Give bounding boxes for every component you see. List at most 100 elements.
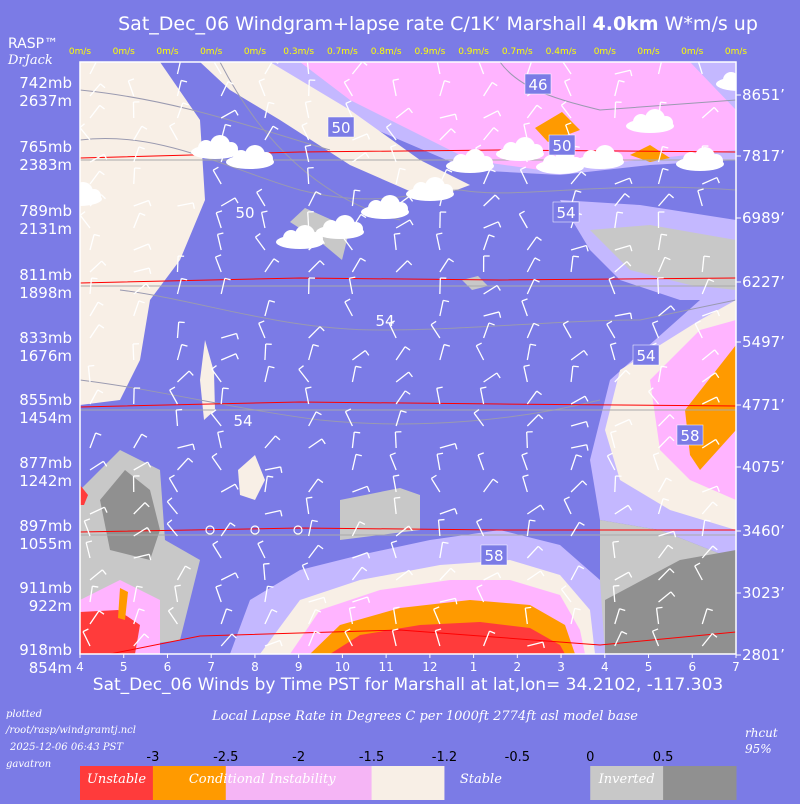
plotted-line-4: gavatron: [6, 759, 51, 770]
x-tick-label: 11: [378, 660, 393, 674]
x-tick-label: 6: [688, 660, 696, 674]
altitude-m-label: 854m: [29, 659, 72, 677]
contour-label: 50: [331, 119, 350, 137]
altitude-m-label: 1676m: [19, 347, 72, 365]
altitude-ft-label: 4771’: [742, 396, 785, 414]
legend-tick-label: -2.5: [213, 750, 238, 765]
legend-swatch: [663, 766, 736, 800]
author-label: DrJack: [7, 53, 53, 68]
legend-category-label: Inverted: [598, 772, 655, 787]
altitude-m-label: 1454m: [19, 409, 72, 427]
legend-tick-label: -1.5: [359, 750, 384, 765]
plotted-info: plotted /root/rasp/windgramtj.ncl 2025-1…: [5, 709, 136, 770]
wstar-speed-label: 0m/s: [200, 47, 223, 57]
altitude-ft-label: 2801’: [742, 646, 785, 664]
altitude-ft-label: 7817’: [742, 147, 785, 165]
contour-label: 50: [552, 137, 571, 155]
pressure-label: 833mb: [19, 329, 72, 347]
x-tick-label: 10: [335, 660, 350, 674]
lapse-rate-legend: -3 -2.5 -2 -1.5 -1.2 -0.5 0 0.5 Unstable Conditio…: [80, 750, 737, 800]
wstar-speed-label: 0.3m/s: [283, 47, 314, 57]
x-tick-label: 5: [645, 660, 653, 674]
plotted-line-2: /root/rasp/windgramtj.ncl: [5, 725, 136, 736]
x-tick-label: 3: [557, 660, 565, 674]
contour-label: 58: [484, 547, 503, 565]
wstar-speed-label: 0.8m/s: [371, 47, 402, 57]
altitude-m-label: 2383m: [19, 156, 72, 174]
legend-tick-label: -3: [146, 750, 159, 765]
altitude-m-label: 2131m: [19, 220, 72, 238]
altitude-ft-label: 5497’: [742, 333, 785, 351]
wstar-speed-label: 0.4m/s: [546, 47, 577, 57]
contour-label: 54: [556, 204, 575, 222]
x-tick-label: 1: [470, 660, 478, 674]
contour-label: 54: [233, 412, 252, 430]
pressure-label: 911mb: [19, 579, 72, 597]
altitude-m-label: 922m: [29, 597, 72, 615]
pressure-label: 877mb: [19, 454, 72, 472]
legend-title: Local Lapse Rate in Degrees C per 1000ft…: [211, 709, 638, 724]
wstar-speed-label: 0m/s: [637, 47, 660, 57]
legend-swatch: [372, 766, 445, 800]
altitude-ft-label: 6989’: [742, 209, 785, 227]
x-tick-label: 4: [601, 660, 609, 674]
altitude-m-label: 1242m: [19, 472, 72, 490]
pressure-label: 765mb: [19, 138, 72, 156]
legend-tick-label: 0.5: [653, 750, 674, 765]
wstar-speed-row: 0m/s 0m/s 0m/s 0m/s 0m/s 0.3m/s 0.7m/s 0.8m/s 0.…: [69, 47, 748, 57]
altitude-m-label: 1898m: [19, 284, 72, 302]
wstar-speed-label: 0m/s: [113, 47, 136, 57]
wstar-speed-label: 0m/s: [69, 47, 92, 57]
legend-tick-label: -2: [292, 750, 305, 765]
altitude-ft-label: 8651’: [742, 86, 785, 104]
altitude-m-label: 2637m: [19, 92, 72, 110]
contour-label: 46: [528, 76, 547, 94]
pressure-label: 855mb: [19, 391, 72, 409]
plotted-line-1: plotted: [6, 709, 42, 720]
brand-label: RASP™: [8, 36, 58, 52]
legend-tick-label: -0.5: [505, 750, 530, 765]
pressure-label: 789mb: [19, 202, 72, 220]
altitude-ft-label: 6227’: [742, 273, 785, 291]
altitude-ft-label: 3460’: [742, 522, 785, 540]
pressure-label: 811mb: [19, 266, 72, 284]
pressure-label: 918mb: [19, 641, 72, 659]
plotted-line-3: 2025-12-06 06:43 PST: [9, 742, 124, 753]
legend-tick-label: 0: [586, 750, 594, 765]
pressure-label: 897mb: [19, 517, 72, 535]
contour-label: 54: [636, 347, 655, 365]
x-tick-label: 4: [76, 660, 84, 674]
right-axis: 8651’7817’6989’6227’5497’4771’4075’3460’…: [736, 86, 785, 664]
pressure-label: 742mb: [19, 74, 72, 92]
x-tick-label: 12: [422, 660, 437, 674]
legend-category-label: Stable: [460, 772, 502, 787]
legend-tick-label: -1.2: [432, 750, 457, 765]
wstar-speed-label: 0.9m/s: [414, 47, 445, 57]
wstar-speed-label: 0.7m/s: [327, 47, 358, 57]
legend-category-label: Conditional Instability: [189, 772, 336, 787]
wstar-speed-label: 0m/s: [725, 47, 748, 57]
legend-swatch: [517, 766, 590, 800]
rh-line-2: 95%: [745, 742, 772, 756]
wstar-speed-label: 0m/s: [594, 47, 617, 57]
contour-label: 50: [235, 204, 254, 222]
contour-label: 54: [375, 312, 394, 330]
x-tick-label: 7: [207, 660, 215, 674]
wstar-speed-label: 0m/s: [244, 47, 267, 57]
wstar-speed-label: 0m/s: [156, 47, 179, 57]
x-tick-label: 8: [251, 660, 259, 674]
x-tick-label: 6: [164, 660, 172, 674]
x-tick-label: 9: [295, 660, 303, 674]
x-axis-title: Sat_Dec_06 Winds by Time PST for Marshal…: [93, 675, 723, 695]
chart-title: Sat_Dec_06 Windgram+lapse rate C/1K’ Mar…: [118, 13, 758, 35]
wstar-speed-label: 0m/s: [681, 47, 704, 57]
x-tick-label: 5: [120, 660, 128, 674]
x-tick-label: 2: [514, 660, 522, 674]
wstar-speed-label: 0.7m/s: [502, 47, 533, 57]
contour-label: 58: [680, 427, 699, 445]
legend-category-label: Unstable: [87, 772, 146, 787]
altitude-m-label: 1055m: [19, 535, 72, 553]
